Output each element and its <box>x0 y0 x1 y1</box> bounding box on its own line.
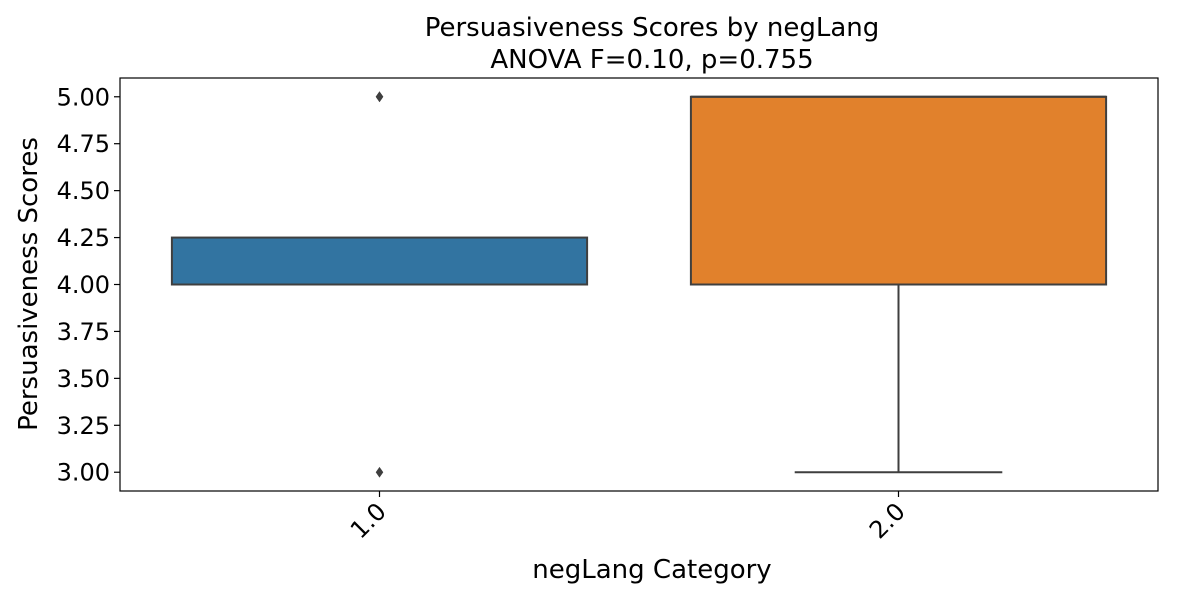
outlier-point <box>375 91 384 103</box>
y-tick-label: 3.50 <box>57 365 110 393</box>
y-tick-label: 4.75 <box>57 130 110 158</box>
x-axis-ticks: 1.0 2.0 <box>345 491 911 544</box>
y-axis-ticks: 3.00 3.25 3.50 3.75 4.00 4.25 4.50 4.75 5.00 <box>57 83 120 487</box>
y-tick-label: 3.75 <box>57 318 110 346</box>
y-tick-label: 4.00 <box>57 271 110 299</box>
outlier-point <box>375 466 384 478</box>
y-tick-label: 3.25 <box>57 412 110 440</box>
y-tick-label: 5.00 <box>57 83 110 111</box>
x-tick-label: 2.0 <box>864 497 911 544</box>
chart-subtitle: ANOVA F=0.10, p=0.755 <box>490 45 813 75</box>
y-tick-label: 3.00 <box>57 459 110 487</box>
y-tick-label: 4.25 <box>57 224 110 252</box>
y-axis-label: Persuasiveness Scores <box>14 137 44 431</box>
plot-layer <box>170 91 1108 478</box>
y-tick-label: 4.50 <box>57 177 110 205</box>
box-1.0 <box>170 236 589 286</box>
box-2.0 <box>689 95 1108 286</box>
x-tick-label: 1.0 <box>345 497 392 544</box>
chart-title: Persuasiveness Scores by negLang <box>425 13 880 43</box>
x-axis-label: negLang Category <box>532 555 771 585</box>
